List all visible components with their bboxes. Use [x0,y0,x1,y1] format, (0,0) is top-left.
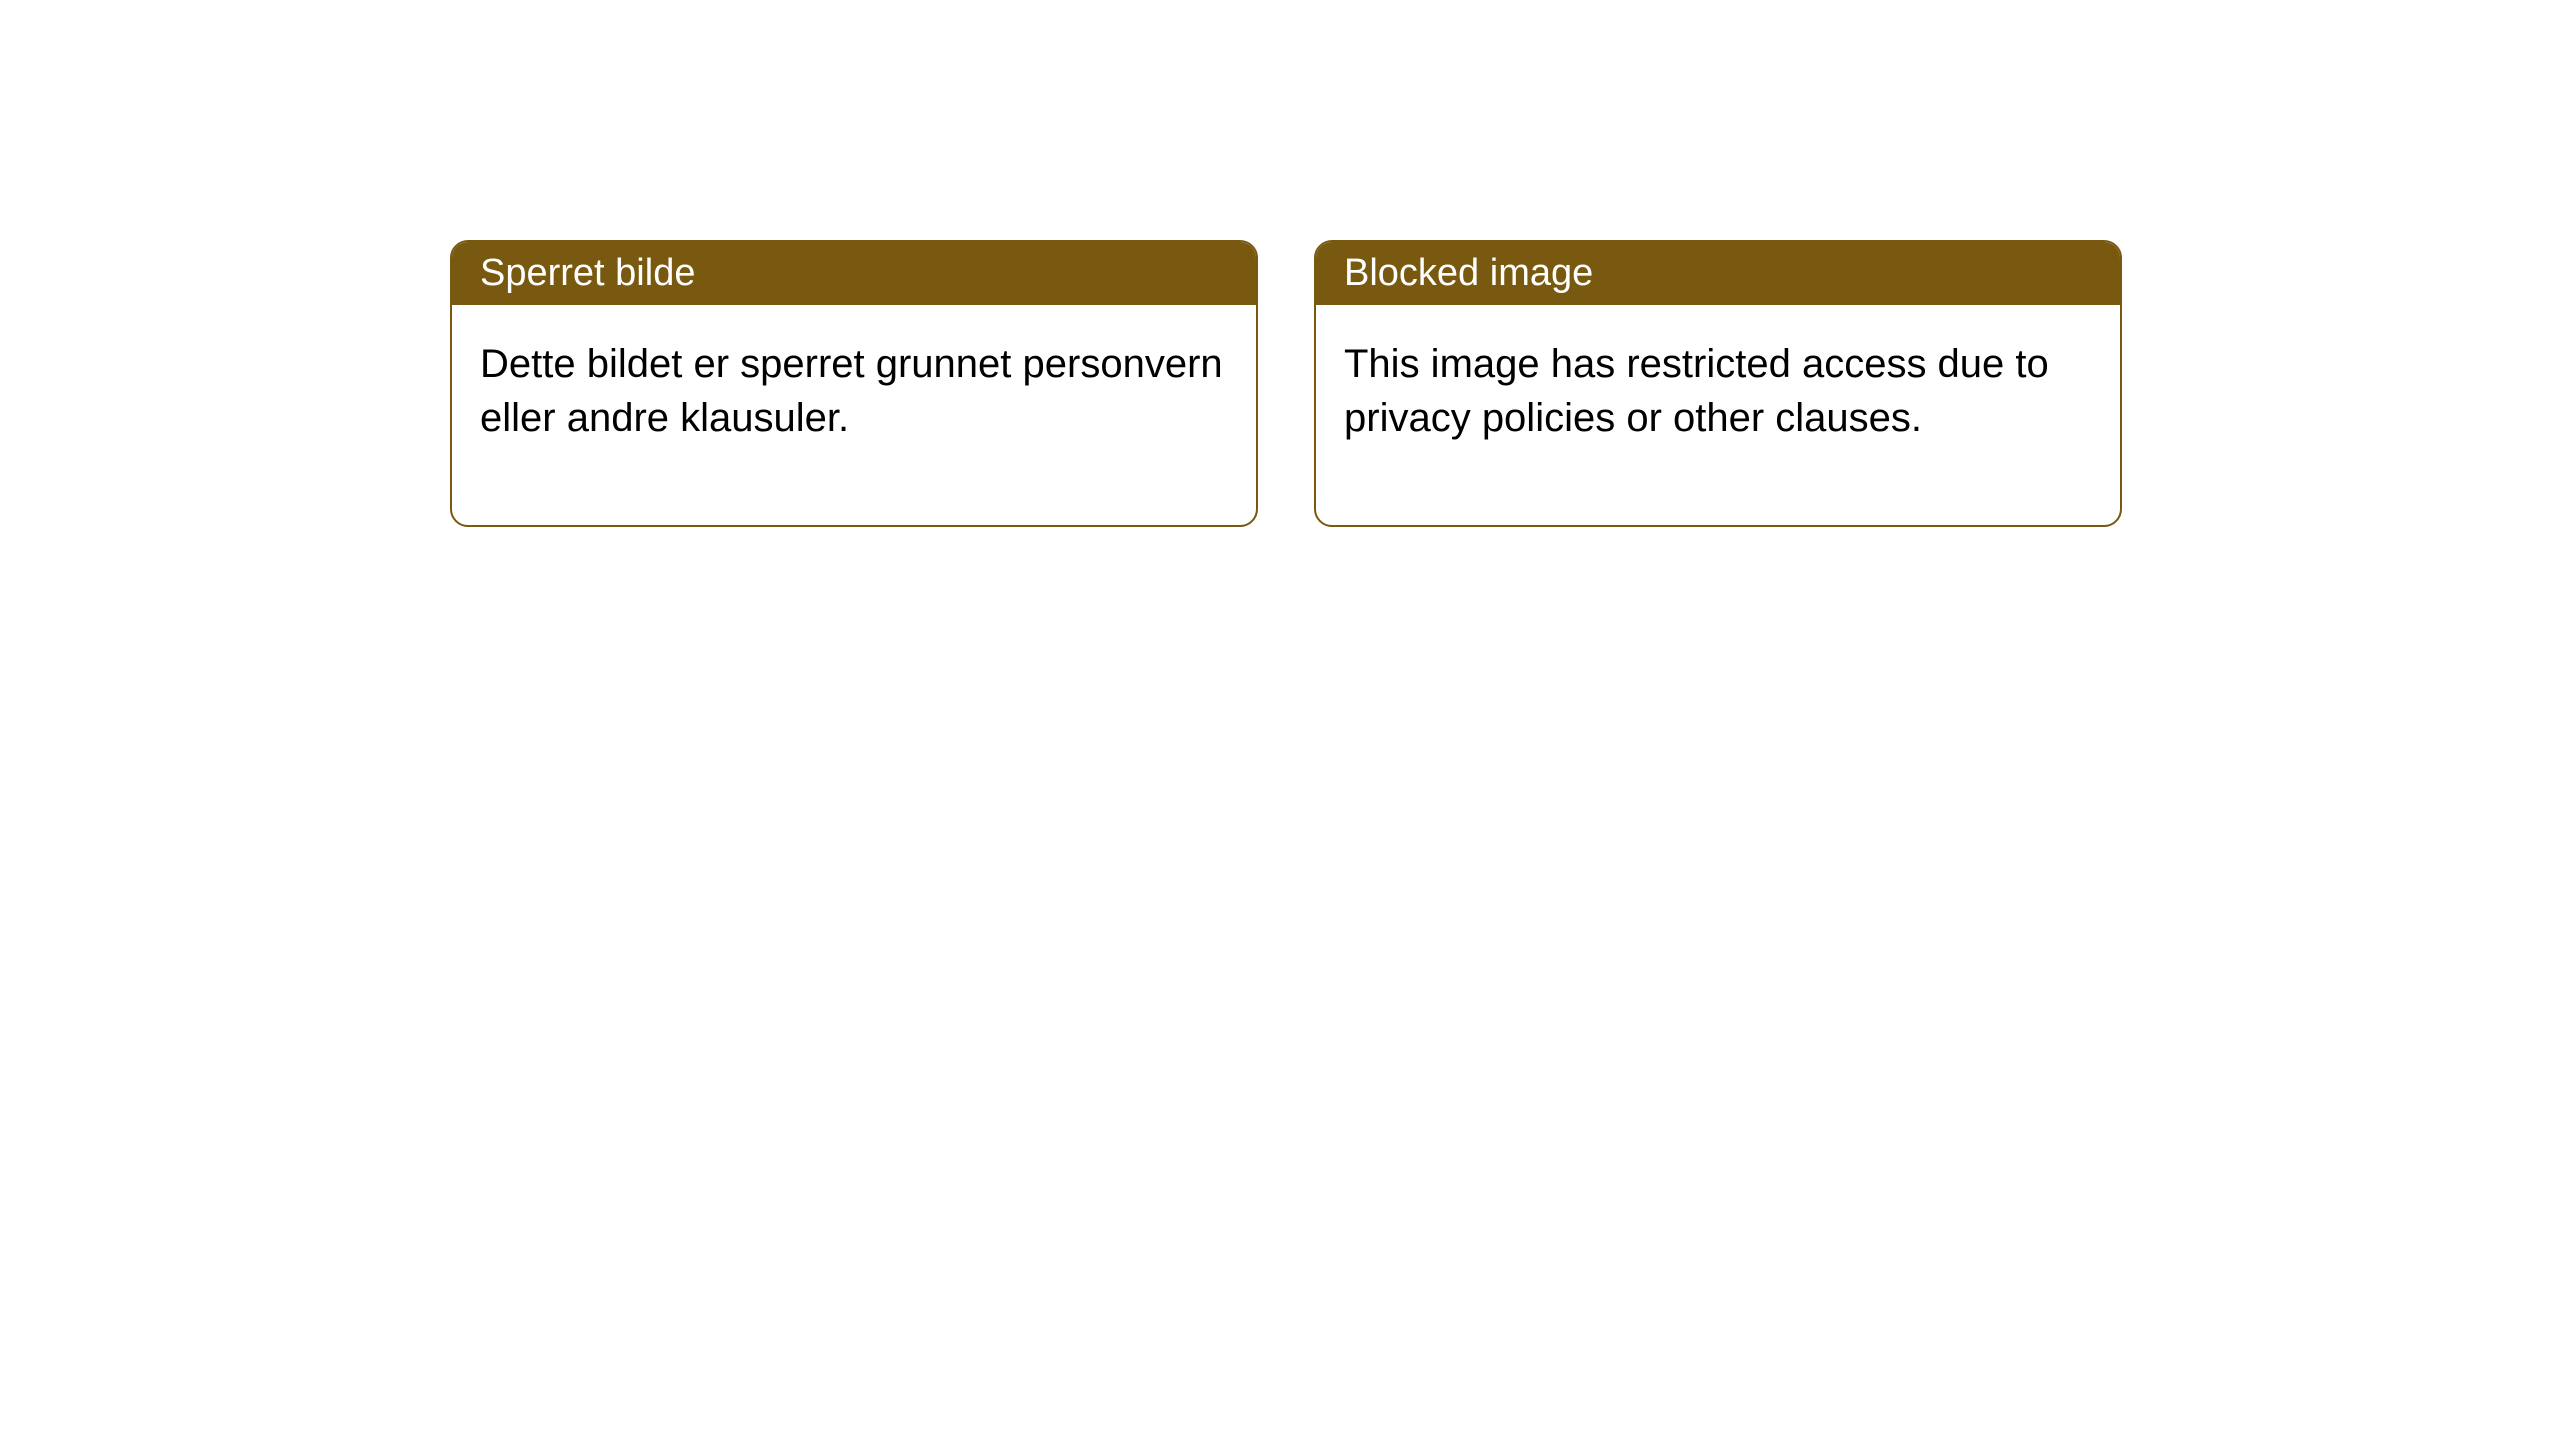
notice-card-english: Blocked image This image has restricted … [1314,240,2122,527]
notice-header: Blocked image [1316,242,2120,305]
notice-body: This image has restricted access due to … [1316,305,2120,525]
notice-card-norwegian: Sperret bilde Dette bildet er sperret gr… [450,240,1258,527]
notice-container: Sperret bilde Dette bildet er sperret gr… [450,240,2122,527]
notice-header: Sperret bilde [452,242,1256,305]
notice-body: Dette bildet er sperret grunnet personve… [452,305,1256,525]
